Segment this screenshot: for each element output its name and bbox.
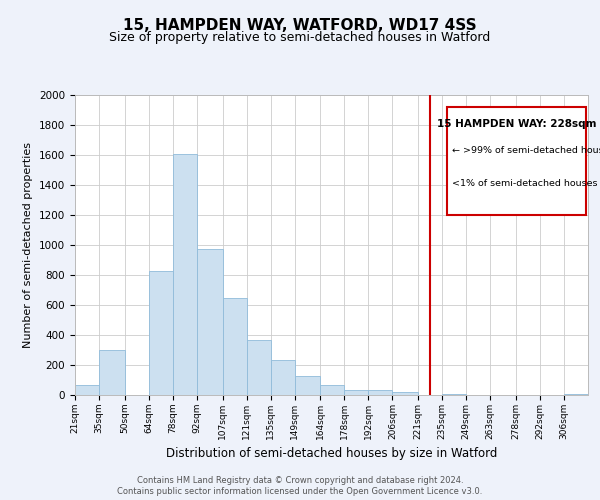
Bar [271,360,295,395]
Bar [564,394,588,395]
Bar [344,390,368,395]
FancyBboxPatch shape [448,107,586,215]
Text: ← >99% of semi-detached houses are smaller (5,289): ← >99% of semi-detached houses are small… [452,146,600,155]
Bar [223,298,247,395]
Bar [149,270,173,395]
Bar [392,392,418,395]
Text: Size of property relative to semi-detached houses in Watford: Size of property relative to semi-detach… [109,31,491,44]
Bar [247,340,271,395]
Text: Contains public sector information licensed under the Open Government Licence v3: Contains public sector information licen… [118,488,482,496]
Bar [197,249,223,395]
Y-axis label: Number of semi-detached properties: Number of semi-detached properties [23,142,34,348]
Bar [99,350,125,395]
Bar [442,394,466,395]
Bar [173,154,197,395]
Text: 15 HAMPDEN WAY: 228sqm: 15 HAMPDEN WAY: 228sqm [437,119,596,129]
Bar [75,384,99,395]
Bar [320,384,344,395]
Bar [368,390,392,395]
X-axis label: Distribution of semi-detached houses by size in Watford: Distribution of semi-detached houses by … [166,448,497,460]
Bar [295,376,320,395]
Text: 15, HAMPDEN WAY, WATFORD, WD17 4SS: 15, HAMPDEN WAY, WATFORD, WD17 4SS [123,18,477,32]
Text: Contains HM Land Registry data © Crown copyright and database right 2024.: Contains HM Land Registry data © Crown c… [137,476,463,485]
Text: <1% of semi-detached houses are larger (17) →: <1% of semi-detached houses are larger (… [452,179,600,188]
